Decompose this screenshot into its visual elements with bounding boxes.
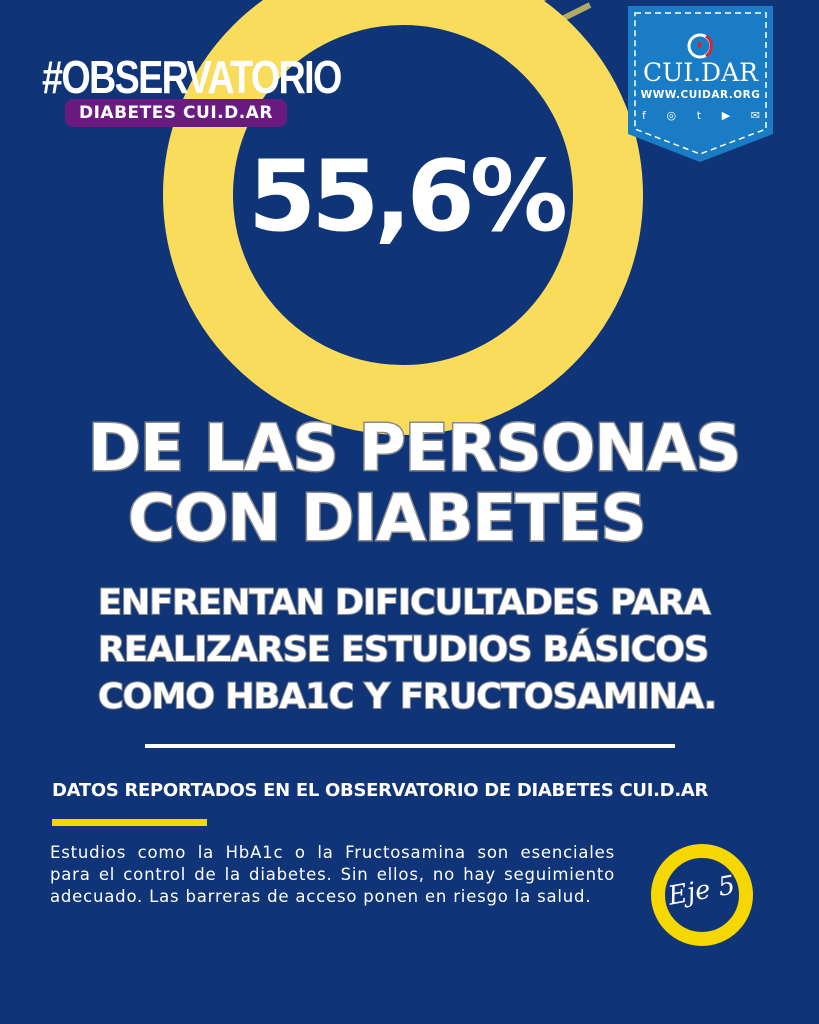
eje-badge: Eje 5 [646,840,761,954]
headline-line-2: CON DIABETES [127,481,649,558]
badge-url[interactable]: WWW.CUIDAR.ORG [640,89,761,101]
stat-value: 55,6% [248,140,568,254]
observatory-pill: DIABETES CUI.D.AR [65,99,287,127]
divider [145,744,675,748]
mail-icon[interactable]: ✉ [750,109,760,122]
hashtag-title: #OBSERVATORIO [42,51,342,103]
youtube-icon[interactable]: ▶ [721,109,731,122]
subheadline-line-1: ENFRENTAN DIFICULTADES PARA [97,582,712,624]
body-paragraph: Estudios como la HbA1c o la Fructosamina… [50,843,615,906]
instagram-icon[interactable]: ◎ [666,109,677,122]
facebook-icon[interactable]: f [642,109,646,122]
badge-brand: CUI.DAR [643,58,758,87]
subheadline-line-3: COMO HBA1C Y FRUCTOSAMINA. [97,676,718,718]
subheadline-line-2: REALIZARSE ESTUDIOS BÁSICOS [97,629,710,671]
source-label: DATOS REPORTADOS EN EL OBSERVATORIO DE D… [52,780,709,801]
badge-shape [628,6,773,162]
yellow-accent-bar [52,819,207,826]
headline-line-1: DE LAS PERSONAS [86,411,742,488]
cuidar-logo-icon [687,33,713,59]
cuidar-badge[interactable]: CUI.DAR WWW.CUIDAR.ORG f ◎ t ▶ ✉ [628,6,773,162]
twitter-icon[interactable]: t [696,109,702,122]
